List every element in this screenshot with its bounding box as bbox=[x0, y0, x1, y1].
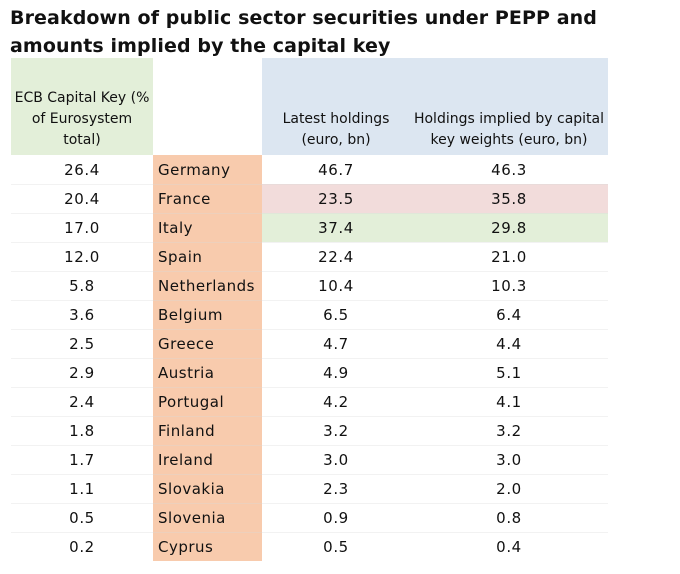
latest-holdings-cell: 37.4 bbox=[318, 219, 354, 237]
country-cell: Finland bbox=[158, 422, 216, 440]
country-cell: Slovakia bbox=[158, 480, 225, 498]
country-cell: Spain bbox=[158, 248, 203, 266]
table-row: 2.4 Portugal 4.2 4.1 bbox=[0, 387, 680, 416]
country-cell: Netherlands bbox=[158, 277, 255, 295]
table-row: 3.6 Belgium 6.5 6.4 bbox=[0, 300, 680, 329]
table-row: 20.4 France 23.5 35.8 bbox=[0, 184, 680, 213]
row-divider bbox=[11, 503, 608, 504]
header-implied-holdings: Holdings implied by capital key weights … bbox=[410, 58, 608, 155]
latest-holdings-cell: 6.5 bbox=[323, 306, 349, 324]
capital-key-cell: 5.8 bbox=[69, 277, 95, 295]
latest-holdings-cell: 4.7 bbox=[323, 335, 349, 353]
table-row: 0.2 Cyprus 0.5 0.4 bbox=[0, 532, 680, 561]
implied-holdings-cell: 3.2 bbox=[496, 422, 522, 440]
capital-key-cell: 12.0 bbox=[64, 248, 100, 266]
table-row: 2.5 Greece 4.7 4.4 bbox=[0, 329, 680, 358]
latest-holdings-cell: 3.0 bbox=[323, 451, 349, 469]
row-divider bbox=[11, 329, 608, 330]
capital-key-cell: 1.1 bbox=[69, 480, 95, 498]
country-cell: France bbox=[158, 190, 211, 208]
row-divider bbox=[11, 416, 608, 417]
country-cell: Slovenia bbox=[158, 509, 226, 527]
table-row: 1.8 Finland 3.2 3.2 bbox=[0, 416, 680, 445]
latest-holdings-cell: 0.9 bbox=[323, 509, 349, 527]
latest-holdings-cell: 10.4 bbox=[318, 277, 354, 295]
capital-key-cell: 3.6 bbox=[69, 306, 95, 324]
country-cell: Germany bbox=[158, 161, 231, 179]
table-title: Breakdown of public sector securities un… bbox=[10, 7, 598, 57]
capital-key-cell: 2.4 bbox=[69, 393, 95, 411]
capital-key-cell: 20.4 bbox=[64, 190, 100, 208]
table-row: 1.1 Slovakia 2.3 2.0 bbox=[0, 474, 680, 503]
country-cell: Italy bbox=[158, 219, 194, 237]
highlight-france bbox=[262, 184, 608, 213]
country-cell: Austria bbox=[158, 364, 215, 382]
latest-holdings-cell: 22.4 bbox=[318, 248, 354, 266]
header-capital-key: ECB Capital Key (% of Eurosystem total) bbox=[11, 58, 153, 155]
table-row: 5.8 Netherlands 10.4 10.3 bbox=[0, 271, 680, 300]
implied-holdings-cell: 10.3 bbox=[491, 277, 527, 295]
capital-key-cell: 0.5 bbox=[69, 509, 95, 527]
implied-holdings-cell: 46.3 bbox=[491, 161, 527, 179]
implied-holdings-cell: 0.8 bbox=[496, 509, 522, 527]
latest-holdings-cell: 23.5 bbox=[318, 190, 354, 208]
implied-holdings-cell: 0.4 bbox=[496, 538, 522, 556]
row-divider bbox=[11, 445, 608, 446]
implied-holdings-cell: 29.8 bbox=[491, 219, 527, 237]
latest-holdings-cell: 4.9 bbox=[323, 364, 349, 382]
country-cell: Belgium bbox=[158, 306, 223, 324]
latest-holdings-cell: 46.7 bbox=[318, 161, 354, 179]
header-country bbox=[153, 58, 262, 155]
latest-holdings-cell: 4.2 bbox=[323, 393, 349, 411]
country-cell: Ireland bbox=[158, 451, 214, 469]
capital-key-cell: 26.4 bbox=[64, 161, 100, 179]
implied-holdings-cell: 21.0 bbox=[491, 248, 527, 266]
table-row: 1.7 Ireland 3.0 3.0 bbox=[0, 445, 680, 474]
implied-holdings-cell: 6.4 bbox=[496, 306, 522, 324]
row-divider bbox=[11, 358, 608, 359]
implied-holdings-cell: 4.1 bbox=[496, 393, 522, 411]
row-divider bbox=[11, 387, 608, 388]
capital-key-cell: 1.8 bbox=[69, 422, 95, 440]
implied-holdings-cell: 2.0 bbox=[496, 480, 522, 498]
row-divider bbox=[11, 300, 608, 301]
capital-key-cell: 1.7 bbox=[69, 451, 95, 469]
latest-holdings-cell: 3.2 bbox=[323, 422, 349, 440]
table-row: 12.0 Spain 22.4 21.0 bbox=[0, 242, 680, 271]
country-column-fill bbox=[153, 155, 262, 561]
implied-holdings-cell: 3.0 bbox=[496, 451, 522, 469]
row-divider bbox=[11, 271, 608, 272]
table-row: 17.0 Italy 37.4 29.8 bbox=[0, 213, 680, 242]
country-cell: Greece bbox=[158, 335, 215, 353]
table-row: 0.5 Slovenia 0.9 0.8 bbox=[0, 503, 680, 532]
row-divider bbox=[11, 213, 608, 214]
implied-holdings-cell: 4.4 bbox=[496, 335, 522, 353]
row-divider bbox=[11, 184, 608, 185]
implied-holdings-cell: 35.8 bbox=[491, 190, 527, 208]
country-cell: Cyprus bbox=[158, 538, 214, 556]
capital-key-cell: 17.0 bbox=[64, 219, 100, 237]
implied-holdings-cell: 5.1 bbox=[496, 364, 522, 382]
capital-key-cell: 2.5 bbox=[69, 335, 95, 353]
row-divider bbox=[11, 532, 608, 533]
latest-holdings-cell: 2.3 bbox=[323, 480, 349, 498]
row-divider bbox=[11, 474, 608, 475]
row-divider bbox=[11, 242, 608, 243]
highlight-italy bbox=[262, 213, 608, 242]
capital-key-cell: 0.2 bbox=[69, 538, 95, 556]
header-latest-holdings: Latest holdings (euro, bn) bbox=[262, 58, 410, 155]
table-row: 26.4 Germany 46.7 46.3 bbox=[0, 155, 680, 184]
latest-holdings-cell: 0.5 bbox=[323, 538, 349, 556]
table-row: 2.9 Austria 4.9 5.1 bbox=[0, 358, 680, 387]
capital-key-cell: 2.9 bbox=[69, 364, 95, 382]
country-cell: Portugal bbox=[158, 393, 225, 411]
